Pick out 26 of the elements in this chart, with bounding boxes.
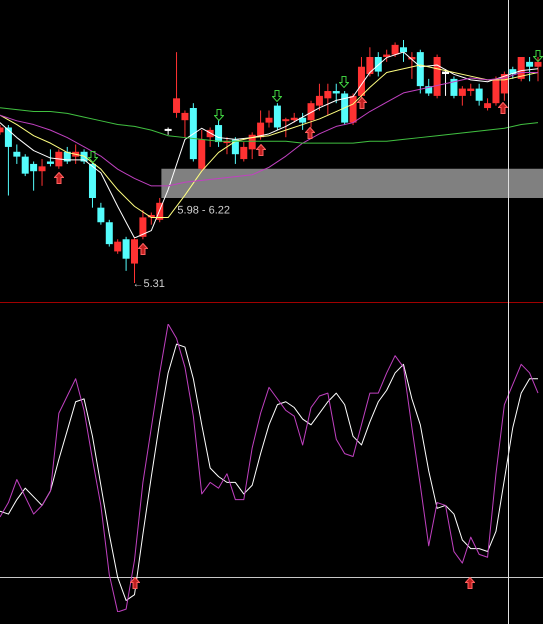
- candlestick: [400, 40, 407, 62]
- candlestick: [392, 42, 399, 58]
- candlestick: [97, 202, 104, 226]
- candlestick: [450, 76, 458, 99]
- candlestick: [476, 83, 483, 106]
- candlestick: [55, 148, 62, 170]
- candlestick: [526, 56, 534, 82]
- candlestick: [122, 236, 130, 272]
- candlestick: [4, 124, 12, 196]
- candlestick: [274, 102, 281, 130]
- candlestick: [383, 49, 390, 62]
- candlestick: [266, 110, 272, 128]
- candlestick: [374, 52, 382, 77]
- candlestick: [38, 158, 46, 186]
- candlestick: [106, 219, 113, 248]
- candlestick: [442, 68, 450, 96]
- candlestick: [114, 238, 122, 254]
- candlestick: [139, 210, 146, 240]
- candlestick: [173, 52, 180, 118]
- candlestick: [484, 98, 492, 111]
- annotation: ←5.31: [132, 278, 165, 290]
- candlestick: [332, 83, 340, 104]
- candlestick: [46, 148, 54, 167]
- band-label: 5.98 - 6.22: [177, 204, 230, 216]
- candlestick: [13, 144, 20, 164]
- candlestick: [181, 110, 188, 138]
